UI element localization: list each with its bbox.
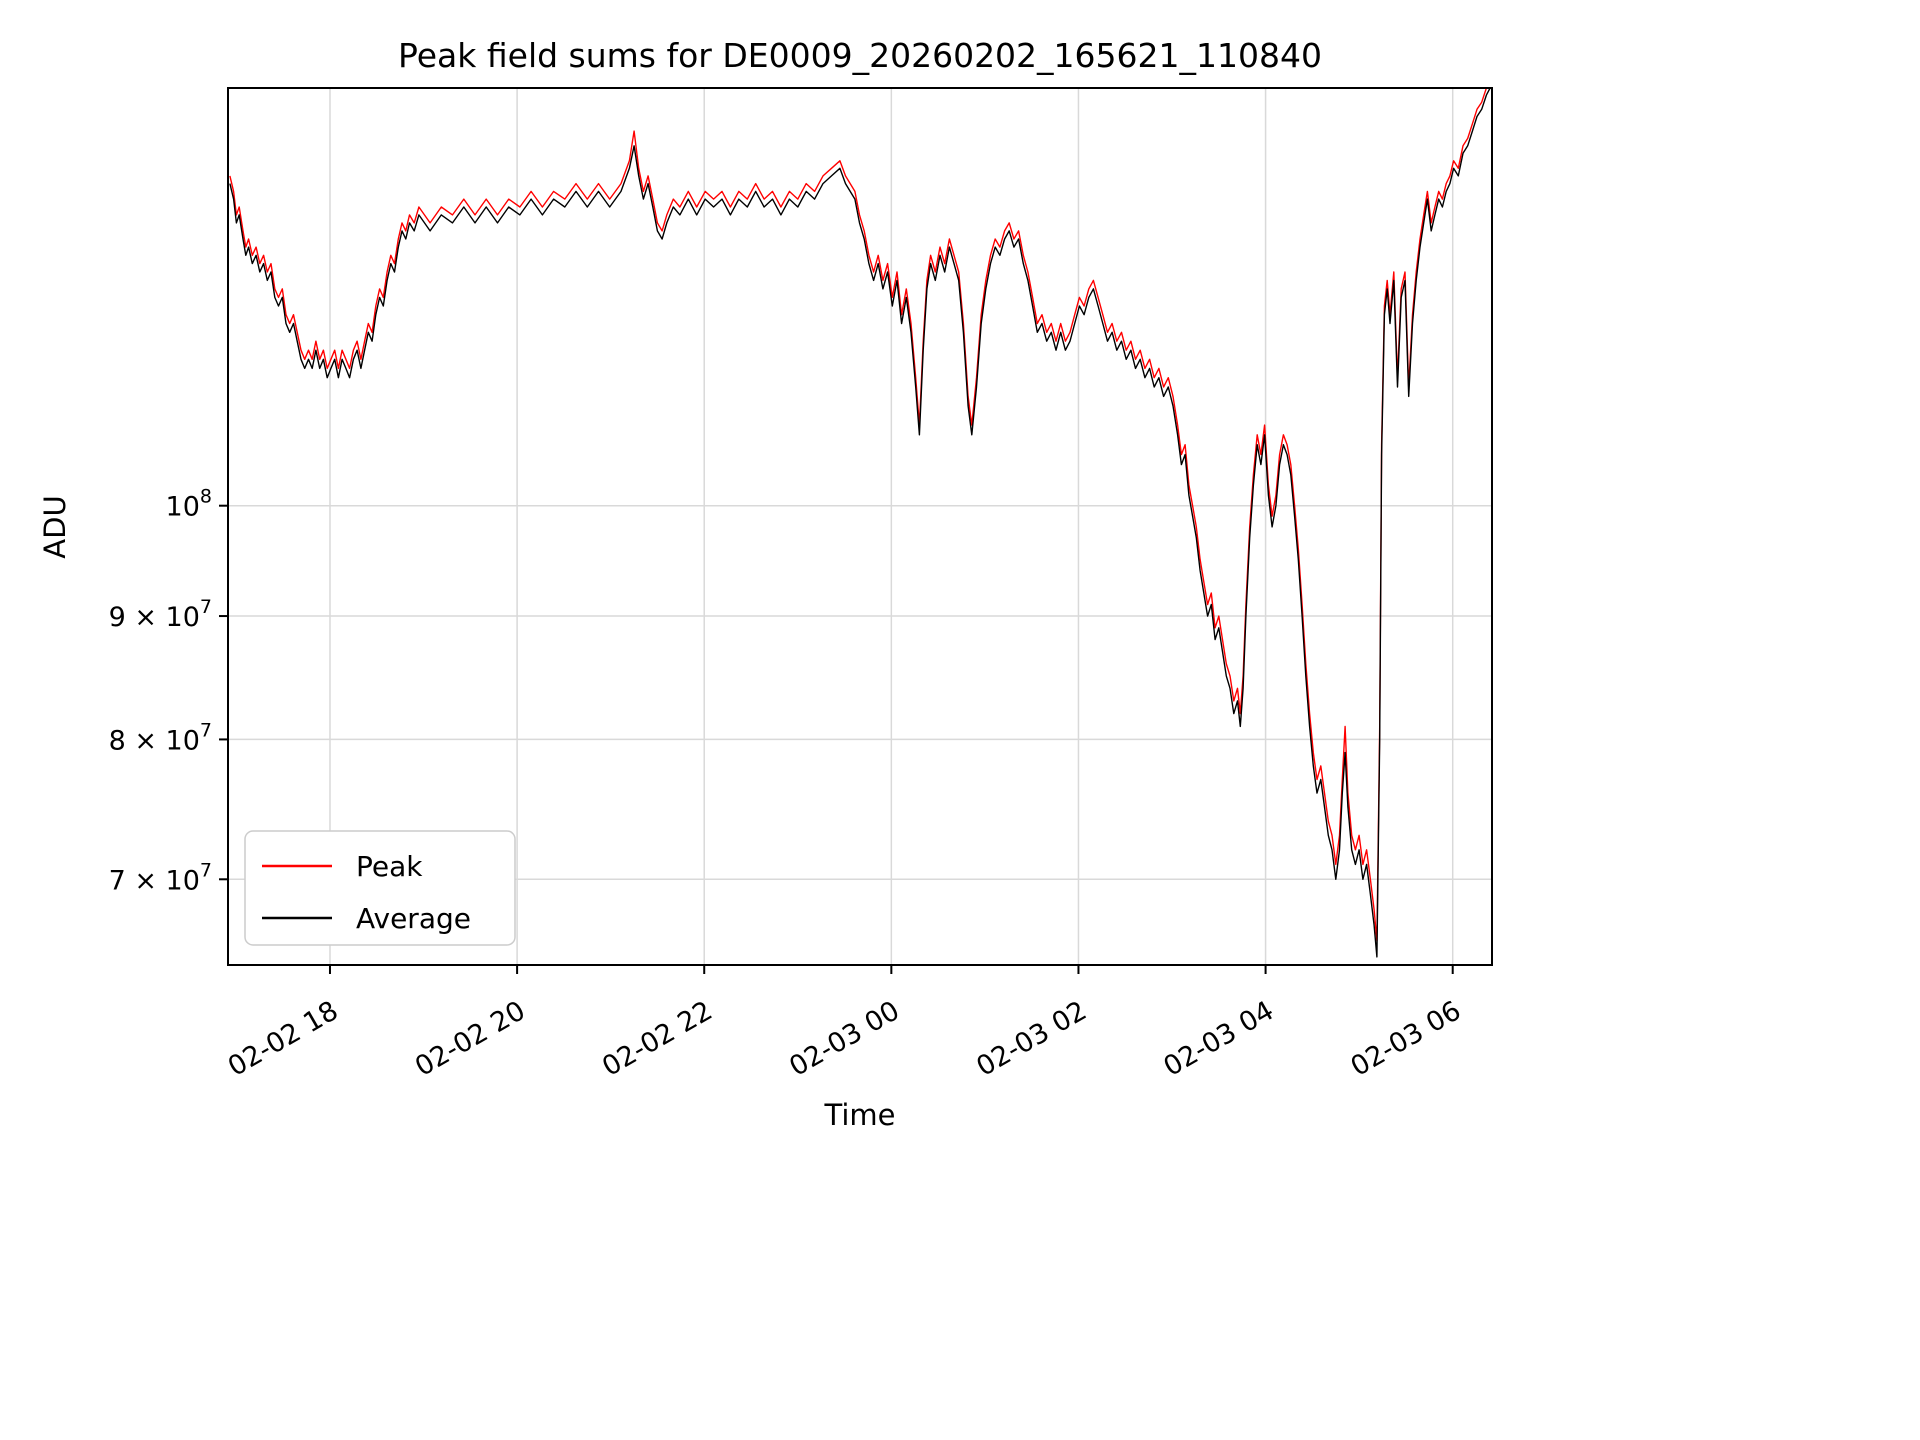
y-tick-label: 9 × 107: [109, 596, 212, 633]
y-tick-label: 8 × 107: [109, 719, 212, 756]
y-ticks-group: 108 9 × 107 8 × 107 7 × 107: [109, 486, 228, 896]
y-tick-label: 7 × 107: [109, 859, 212, 896]
x-tick-label: 02-03 02: [971, 995, 1092, 1083]
chart-title: Peak field sums for DE0009_20260202_1656…: [398, 36, 1322, 75]
x-ticks-group: 02-02 18 02-02 20 02-02 22 02-03 00 02-03 02…: [223, 965, 1466, 1083]
y-tick-label: 108: [166, 486, 212, 523]
x-tick-label: 02-02 20: [410, 995, 531, 1083]
x-tick-label: 02-03 04: [1158, 995, 1279, 1083]
axes-spines: [227, 87, 1493, 966]
peak-line: [229, 88, 1488, 942]
x-axis-label: Time: [824, 1098, 896, 1132]
x-tick-label: 02-02 22: [597, 995, 718, 1083]
x-tick-label: 02-03 06: [1346, 995, 1467, 1083]
legend-box: [244, 830, 516, 946]
x-tick-label: 02-02 18: [223, 995, 344, 1083]
grid-group: [228, 88, 1492, 965]
legend: Peak Average: [244, 830, 516, 946]
legend-label-average: Average: [356, 902, 471, 935]
series-group: [229, 88, 1491, 958]
legend-label-peak: Peak: [356, 850, 423, 883]
x-tick-label: 02-03 00: [784, 995, 905, 1083]
average-line: [229, 88, 1491, 958]
